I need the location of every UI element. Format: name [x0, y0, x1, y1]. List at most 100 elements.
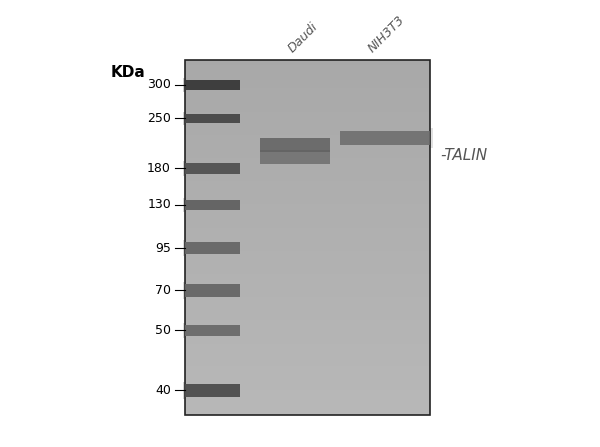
Bar [185, 224, 430, 226]
Bar [185, 382, 430, 383]
Bar [185, 209, 430, 210]
Bar [185, 79, 430, 80]
Text: 130: 130 [147, 198, 171, 211]
Bar [185, 97, 430, 98]
Bar [337, 128, 433, 148]
Bar [185, 72, 430, 73]
Bar [185, 295, 430, 297]
Bar [185, 89, 430, 91]
Bar [185, 363, 430, 364]
Bar [185, 203, 430, 204]
Bar [185, 166, 430, 168]
Bar [185, 78, 430, 79]
Bar [185, 361, 430, 362]
Bar [185, 190, 430, 191]
Bar [185, 336, 430, 337]
Bar [185, 396, 430, 397]
Bar [185, 240, 430, 241]
Bar [185, 178, 430, 180]
Bar [185, 87, 430, 89]
Bar [185, 136, 430, 137]
Bar [185, 197, 430, 198]
Bar [185, 354, 430, 356]
Bar [185, 383, 430, 384]
Bar [185, 130, 430, 131]
Bar [185, 283, 240, 296]
Bar [185, 160, 430, 162]
Bar [185, 208, 430, 209]
Bar [185, 182, 430, 183]
Bar [185, 278, 430, 279]
Bar [185, 283, 430, 284]
Bar [260, 138, 330, 152]
Bar [185, 344, 430, 345]
Bar [185, 334, 430, 336]
Bar [185, 325, 240, 336]
Bar [340, 131, 430, 145]
Bar [185, 348, 430, 349]
Bar [185, 119, 430, 120]
Bar [185, 188, 430, 189]
Bar [185, 170, 430, 171]
Text: 40: 40 [155, 384, 171, 396]
Bar [183, 198, 242, 212]
Bar [185, 311, 430, 312]
Bar [185, 388, 430, 389]
Bar [185, 407, 430, 408]
Text: 50: 50 [155, 324, 171, 337]
Text: 180: 180 [147, 161, 171, 174]
Bar [185, 85, 430, 86]
Bar [185, 358, 430, 359]
Bar [185, 371, 430, 372]
Bar [185, 98, 430, 99]
Bar [185, 71, 430, 72]
Bar [185, 220, 430, 221]
Bar [185, 285, 430, 286]
Bar [185, 389, 430, 390]
Text: KDa: KDa [110, 65, 145, 80]
Bar [185, 264, 430, 265]
Bar [185, 184, 430, 186]
Bar [185, 350, 430, 351]
Bar [185, 280, 430, 281]
Bar [185, 217, 430, 219]
Bar [257, 147, 333, 167]
Bar [185, 214, 430, 215]
Bar [185, 401, 430, 402]
Bar [185, 310, 430, 311]
Bar [185, 323, 430, 324]
Bar [185, 222, 430, 224]
Bar [185, 365, 430, 367]
Bar [185, 228, 430, 229]
Text: 95: 95 [155, 241, 171, 254]
Bar [185, 124, 430, 125]
Bar [185, 200, 430, 201]
Bar [185, 395, 430, 396]
Bar [185, 249, 430, 250]
Bar [185, 346, 430, 348]
Bar [185, 191, 430, 193]
Bar [185, 253, 430, 254]
Bar [185, 133, 430, 135]
Bar [185, 400, 430, 401]
Bar [183, 111, 242, 125]
Bar [185, 230, 430, 232]
Bar [185, 176, 430, 177]
Bar [185, 394, 430, 395]
Bar [185, 381, 430, 382]
Bar [185, 411, 430, 413]
Bar [185, 362, 430, 363]
Bar [185, 308, 430, 310]
Bar [185, 241, 430, 242]
Bar [185, 378, 430, 380]
Bar [185, 65, 430, 66]
Bar [185, 76, 430, 78]
Bar [185, 330, 430, 331]
Bar [185, 304, 430, 305]
Bar [185, 109, 430, 110]
Bar [185, 114, 430, 116]
Bar [185, 105, 430, 106]
Bar [185, 229, 430, 230]
Bar [185, 152, 430, 153]
Bar [185, 266, 430, 267]
